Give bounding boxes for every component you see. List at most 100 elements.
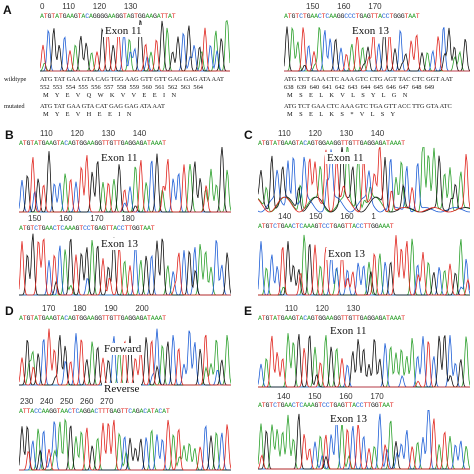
base-letter: A xyxy=(30,408,35,415)
base-letter: A xyxy=(49,140,53,147)
base-letter: G xyxy=(71,315,76,322)
base-letter: G xyxy=(47,13,52,20)
base-letter: A xyxy=(412,13,416,20)
base-letter: A xyxy=(374,140,379,147)
base-letter: A xyxy=(45,225,50,232)
base-letter: A xyxy=(98,225,102,232)
base-letter: A xyxy=(156,13,161,20)
base-letter: C xyxy=(158,408,163,415)
base-letter: A xyxy=(284,140,289,147)
base-letter: T xyxy=(276,223,281,230)
trace-t xyxy=(258,418,470,470)
base-letter: G xyxy=(101,225,106,232)
base-letter: T xyxy=(105,225,110,232)
base-letter: A xyxy=(67,225,72,232)
base-letter: G xyxy=(393,13,397,20)
base-letter: T xyxy=(415,13,420,20)
panel-a-right-mutated-aa: M S E L K S * V L S Y xyxy=(287,111,396,118)
base-letter: C xyxy=(75,408,80,415)
base-letter: G xyxy=(318,315,323,322)
panel-d-letter: D xyxy=(5,304,14,318)
base-letter: A xyxy=(150,140,155,147)
base-letter: C xyxy=(37,408,42,415)
panel-c-top-sequence: ATGTATGAAGTACAGTGGAAGGTTGTTGAGGAGATAAAT xyxy=(258,140,405,147)
base-letter: T xyxy=(344,402,349,409)
base-letter: T xyxy=(367,223,371,230)
base-letter: C xyxy=(325,223,330,230)
trace-a xyxy=(258,333,470,388)
panel-a-exon13-label: Exon 13 xyxy=(350,25,391,37)
base-letter: G xyxy=(73,13,78,20)
panel-c-bottom-sequence: ATGTCTGAACTCAAAGTCCTGAGTTACCTTGGAAAT xyxy=(258,223,394,230)
base-letter: G xyxy=(41,315,46,322)
base-letter: A xyxy=(113,408,117,415)
panel-e-letter: E xyxy=(244,304,253,318)
base-letter: T xyxy=(22,408,27,415)
base-letter: T xyxy=(269,315,274,322)
base-letter: A xyxy=(66,13,71,20)
base-letter: A xyxy=(258,140,262,147)
base-letter: A xyxy=(90,140,95,147)
base-letter: G xyxy=(135,225,140,232)
base-letter: A xyxy=(131,408,136,415)
base-letter: G xyxy=(98,140,102,147)
base-letter: A xyxy=(329,140,334,147)
base-letter: A xyxy=(124,315,129,322)
trace-c xyxy=(258,149,470,213)
base-letter: G xyxy=(310,315,315,322)
base-letter: T xyxy=(147,315,151,322)
base-letter: G xyxy=(52,408,57,415)
base-letter: G xyxy=(119,13,123,20)
base-letter: G xyxy=(370,402,375,409)
base-letter: A xyxy=(314,13,318,20)
base-letter: A xyxy=(90,408,95,415)
base-letter: G xyxy=(359,13,364,20)
base-letter: G xyxy=(137,13,142,20)
base-letter: A xyxy=(88,13,93,20)
base-letter: T xyxy=(101,315,106,322)
base-letter: T xyxy=(98,408,102,415)
base-letter: A xyxy=(273,140,277,147)
panel-e-top-sequence: ATGTATGAAGTACAGTGGAAGGTTGTTGAGGAGATAAAT xyxy=(258,315,405,322)
base-letter: A xyxy=(147,225,151,232)
base-letter: A xyxy=(147,408,151,415)
base-letter: A xyxy=(303,223,307,230)
base-letter: T xyxy=(37,315,42,322)
base-letter: A xyxy=(284,13,288,20)
trace-t xyxy=(258,335,470,388)
base-letter: T xyxy=(318,223,323,230)
base-letter: C xyxy=(52,225,57,232)
base-letter: C xyxy=(86,225,91,232)
base-letter: T xyxy=(386,315,390,322)
base-letter: T xyxy=(355,315,360,322)
base-letter: G xyxy=(139,315,144,322)
base-letter: C xyxy=(60,225,65,232)
trace-t xyxy=(284,27,470,72)
base-letter: T xyxy=(90,225,95,232)
base-letter: A xyxy=(135,315,140,322)
base-letter: A xyxy=(310,13,315,20)
base-letter: G xyxy=(374,402,379,409)
base-letter: A xyxy=(60,315,65,322)
base-letter: A xyxy=(71,225,76,232)
base-letter: T xyxy=(401,315,405,322)
base-letter: C xyxy=(322,402,326,409)
base-letter: G xyxy=(52,315,57,322)
base-letter: G xyxy=(130,13,135,20)
panel-d-top-sequence: ATGTATGAAGTACAGTGGAAGGTTGTTGAGGAGATAAAT xyxy=(19,315,166,322)
base-letter: C xyxy=(128,408,132,415)
base-letter: T xyxy=(344,140,349,147)
base-letter: T xyxy=(329,223,334,230)
base-letter: A xyxy=(284,315,289,322)
panel-b-exon13-label: Exon 13 xyxy=(99,238,140,250)
base-letter: T xyxy=(295,402,300,409)
base-letter: T xyxy=(71,408,76,415)
panel-e-bottom-chromatogram xyxy=(258,410,470,470)
base-letter: C xyxy=(116,225,121,232)
base-letter: T xyxy=(389,13,394,20)
panel-b-bottom-ticks: 150 160 170 180 xyxy=(28,214,135,223)
base-letter: G xyxy=(139,140,144,147)
base-letter: A xyxy=(299,140,304,147)
base-letter: A xyxy=(45,408,50,415)
base-letter: T xyxy=(355,140,360,147)
